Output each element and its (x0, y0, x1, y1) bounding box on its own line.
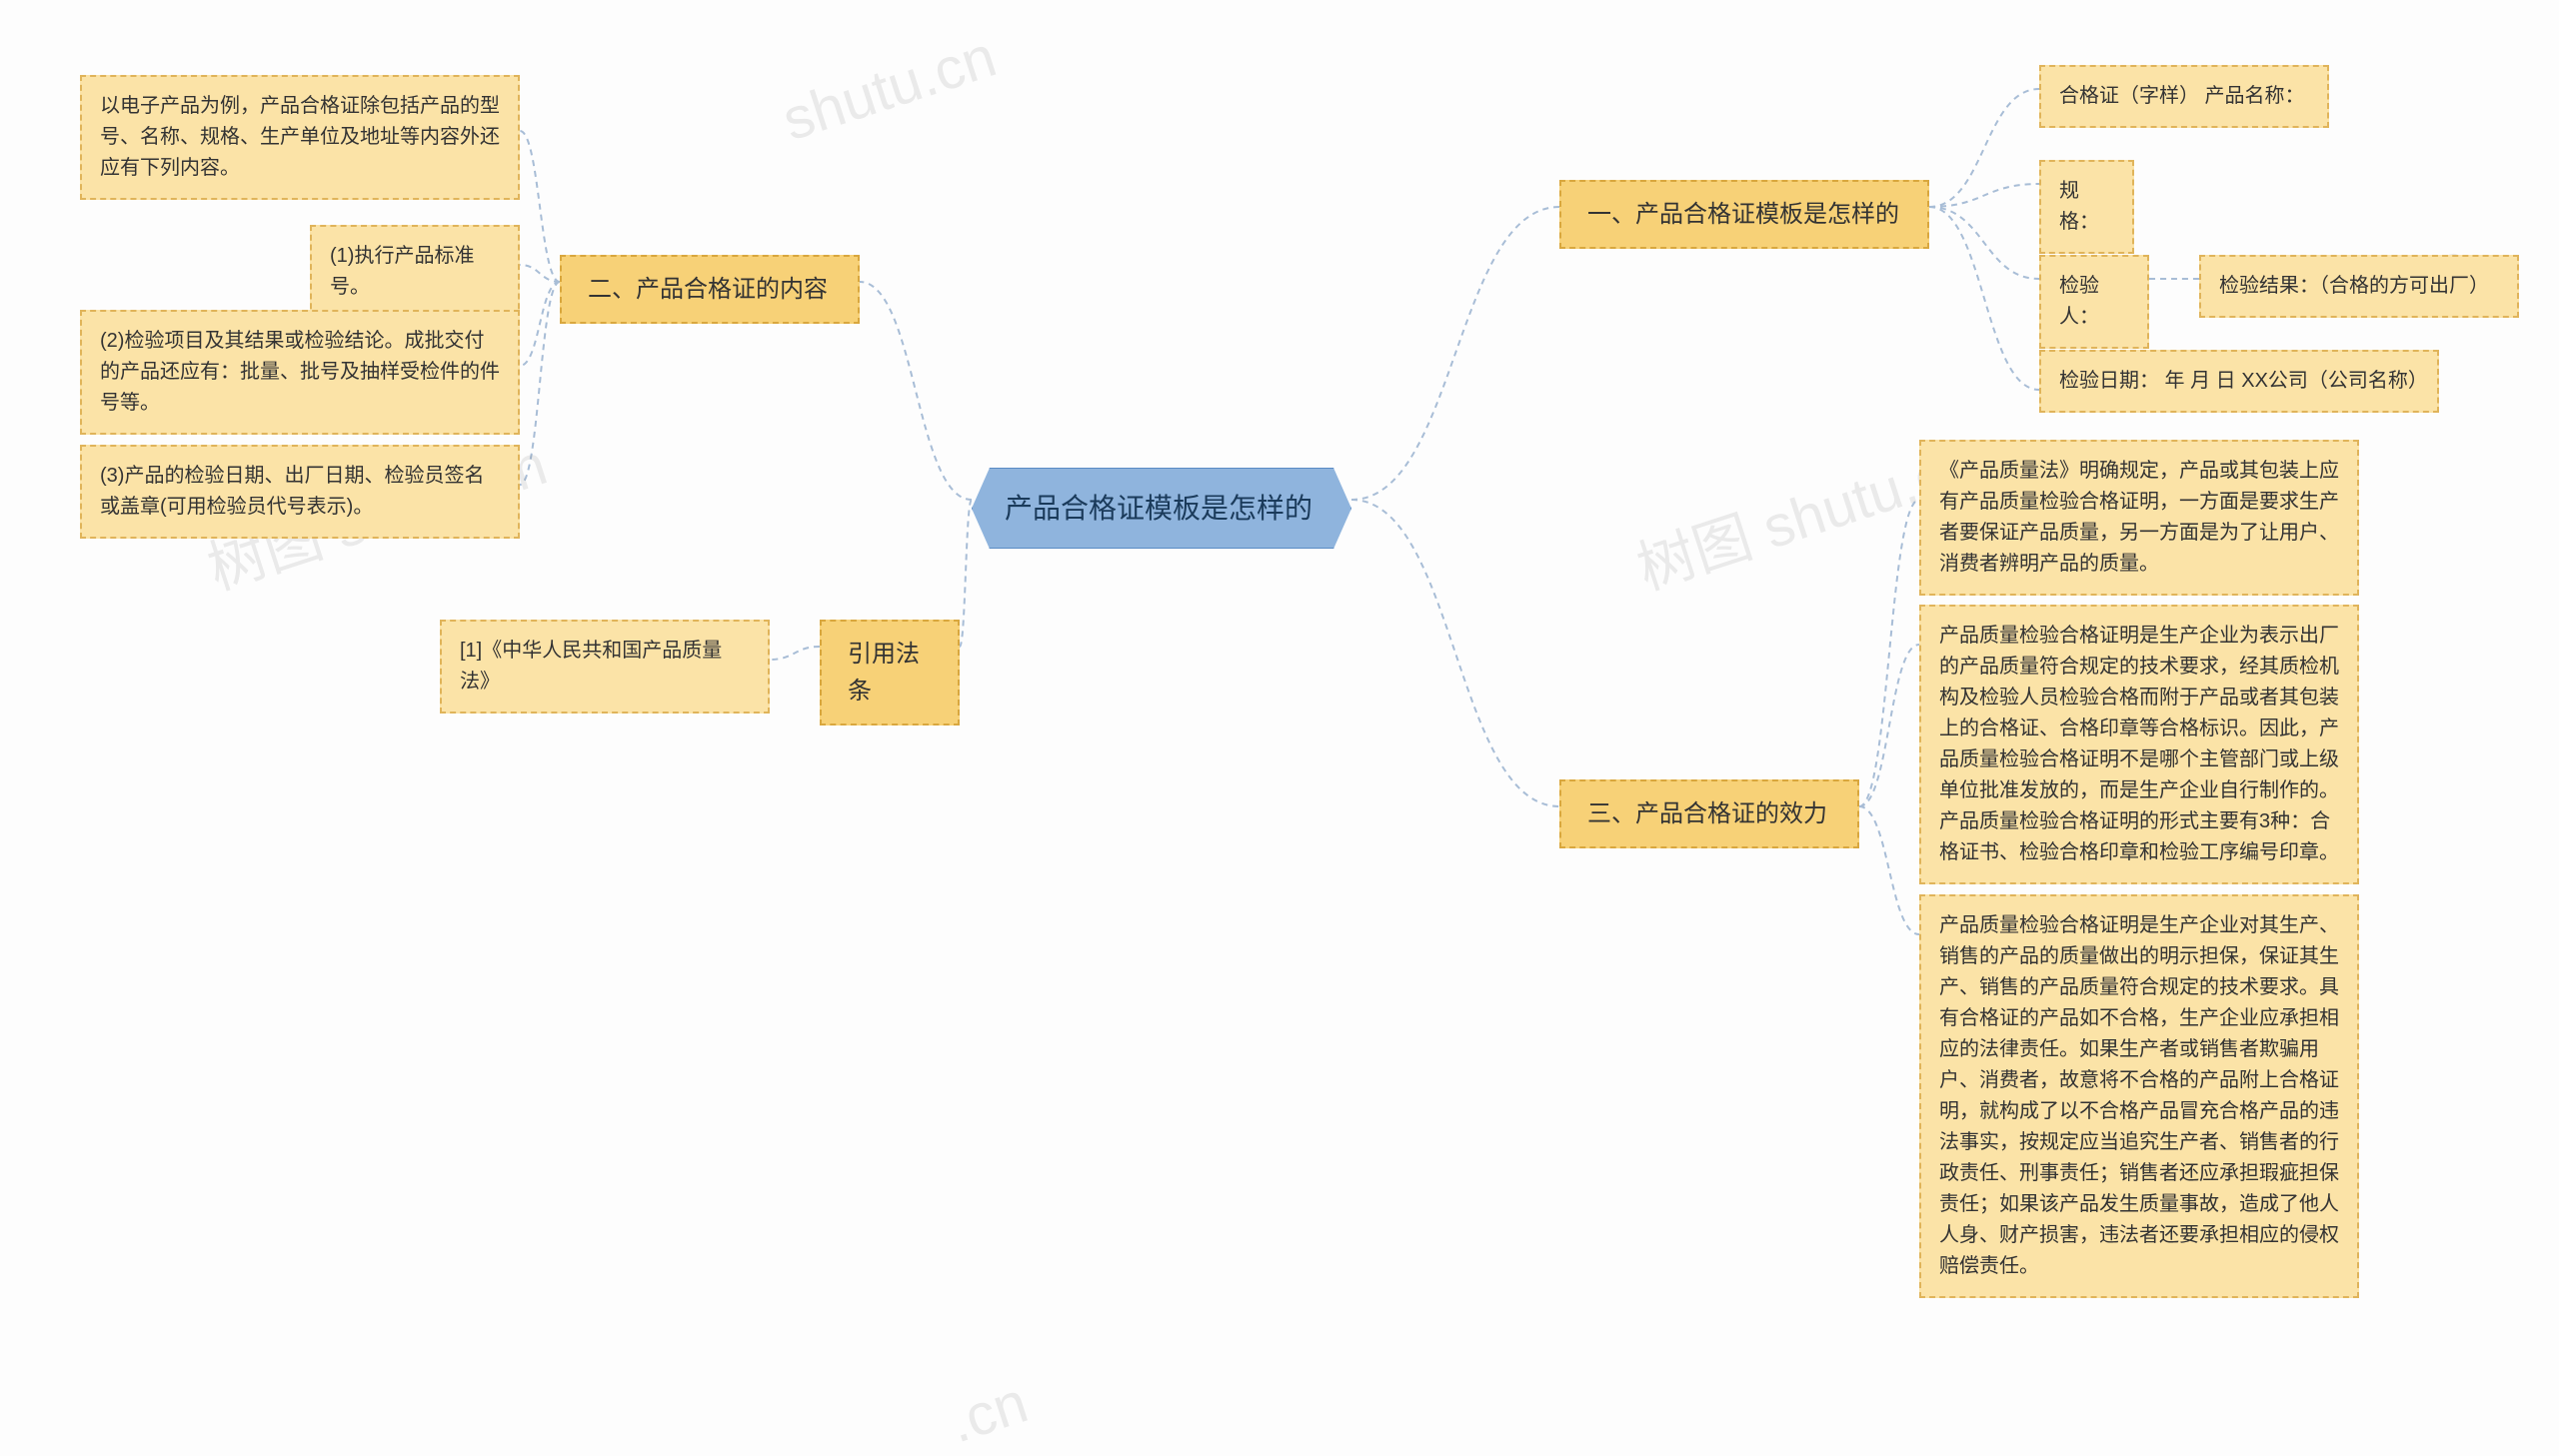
leaf-node: (1)执行产品标准号。 (310, 225, 520, 319)
leaf-node: 产品质量检验合格证明是生产企业对其生产、销售的产品的质量做出的明示担保，保证其生… (1919, 894, 2359, 1298)
watermark: .cn (942, 1369, 1036, 1456)
leaf-node: 检验日期： 年 月 日 XX公司（公司名称） (2039, 350, 2439, 413)
leaf-node: 产品质量检验合格证明是生产企业为表示出厂的产品质量符合规定的技术要求，经其质检机… (1919, 605, 2359, 884)
branch-node: 引用法条 (820, 620, 960, 726)
leaf-node: 规格： (2039, 160, 2134, 254)
branch-node: 三、产品合格证的效力 (1559, 779, 1859, 848)
leaf-node: [1]《中华人民共和国产品质量法》 (440, 620, 770, 714)
leaf-node: 检验人： (2039, 255, 2149, 349)
leaf-node: 《产品质量法》明确规定，产品或其包装上应有产品质量检验合格证明，一方面是要求生产… (1919, 440, 2359, 596)
leaf-node: (3)产品的检验日期、出厂日期、检验员签名或盖章(可用检验员代号表示)。 (80, 445, 520, 539)
leaf-node: 合格证（字样） 产品名称： (2039, 65, 2329, 128)
root-node: 产品合格证模板是怎样的 (972, 468, 1351, 549)
watermark: shutu.cn (775, 23, 1004, 154)
leaf-node: 检验结果：（合格的方可出厂） (2199, 255, 2519, 318)
leaf-node: 以电子产品为例，产品合格证除包括产品的型号、名称、规格、生产单位及地址等内容外还… (80, 75, 520, 200)
branch-node: 二、产品合格证的内容 (560, 255, 860, 324)
leaf-node: (2)检验项目及其结果或检验结论。成批交付的产品还应有：批量、批号及抽样受检件的… (80, 310, 520, 435)
branch-node: 一、产品合格证模板是怎样的 (1559, 180, 1929, 249)
